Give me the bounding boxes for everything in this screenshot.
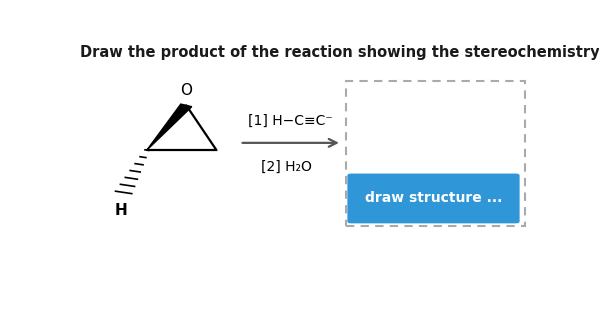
Text: Draw the product of the reaction showing the stereochemistry at any stereogenic : Draw the product of the reaction showing…	[80, 45, 599, 60]
Bar	[346, 81, 525, 226]
Text: H: H	[115, 203, 128, 218]
Text: O: O	[180, 83, 192, 98]
Text: [2] H₂O: [2] H₂O	[261, 160, 311, 174]
Polygon shape	[147, 104, 192, 150]
FancyBboxPatch shape	[347, 174, 519, 223]
Text: draw structure ...: draw structure ...	[365, 192, 502, 205]
Text: [1] H−C≡C⁻: [1] H−C≡C⁻	[249, 114, 333, 128]
